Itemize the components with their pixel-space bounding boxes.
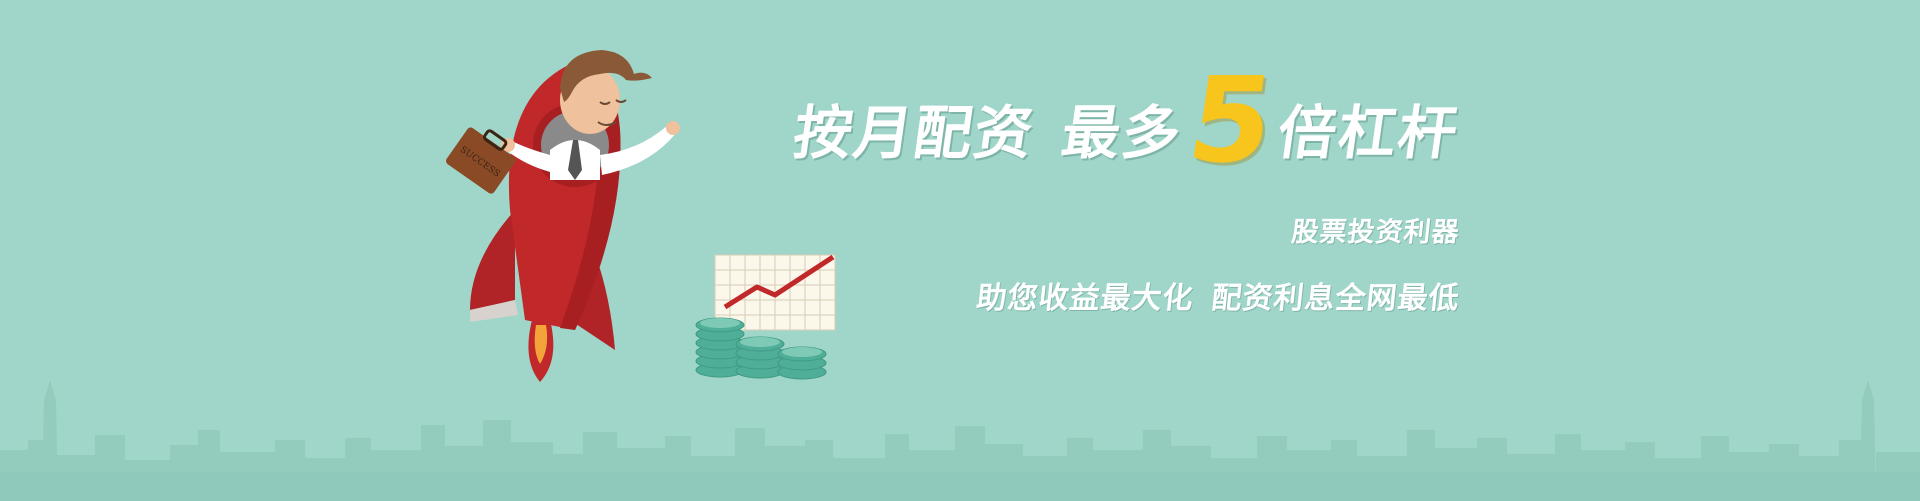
tagline-part2: 配资利息全网最低 xyxy=(1209,281,1462,316)
tagline: 助您收益最大化 配资利息全网最低 xyxy=(975,273,1463,317)
rocket-businessman-illustration: SUCCESS xyxy=(446,50,680,382)
headline: 按月配资 最多5倍杠杆 xyxy=(789,51,1467,189)
coin-stacks-icon xyxy=(695,317,827,380)
ground-strip xyxy=(0,472,1920,501)
subtitle: 股票投资利器 xyxy=(1290,217,1462,248)
rocket-flame-icon xyxy=(528,320,554,382)
headline-highlight-number: 5 xyxy=(1180,51,1284,189)
growth-chart-icon xyxy=(714,254,836,331)
headline-part1: 按月配资 xyxy=(789,99,1039,167)
growth-chart-coins-illustration xyxy=(695,254,836,380)
briefcase-icon: SUCCESS xyxy=(446,127,516,194)
headline-part3: 倍杠杆 xyxy=(1273,99,1463,167)
tagline-part1: 助您收益最大化 xyxy=(974,281,1196,316)
headline-part2: 最多 xyxy=(1057,99,1187,167)
